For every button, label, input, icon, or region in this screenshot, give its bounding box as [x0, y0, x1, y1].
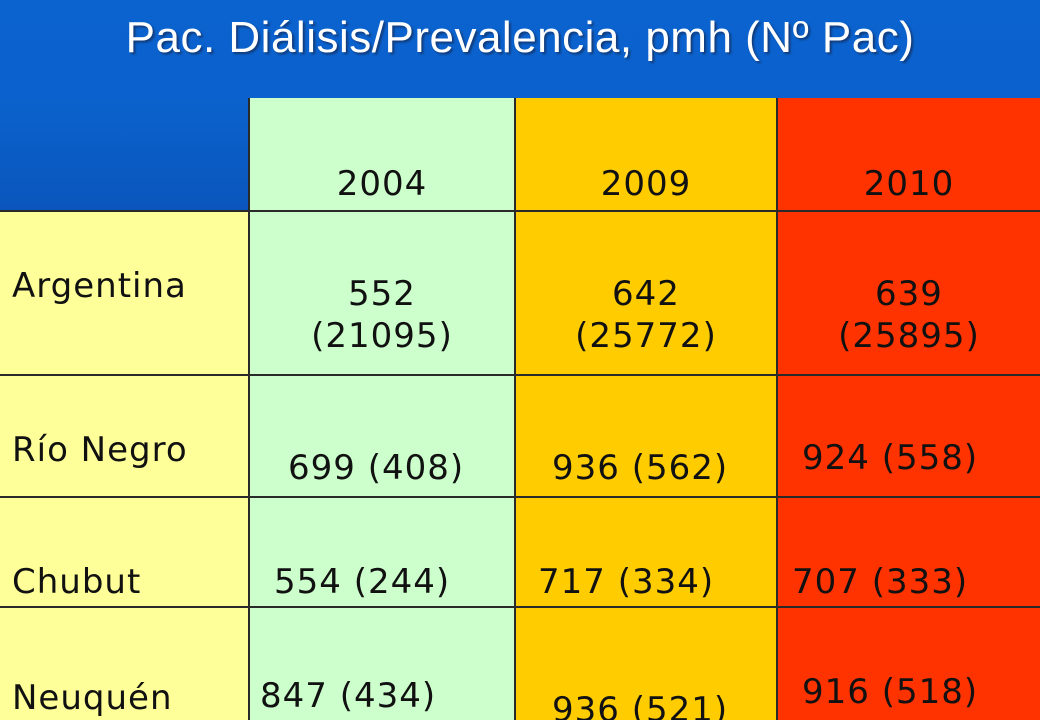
table-cell: 717 (334): [516, 498, 778, 608]
row-label: Neuquén: [12, 678, 173, 718]
header-label: 2004: [336, 164, 428, 204]
row-label: Argentina: [12, 266, 187, 306]
row-label: Río Negro: [12, 430, 188, 470]
cell-value: 699 (408): [288, 448, 465, 488]
table-cell: 639 (25895): [778, 212, 1040, 376]
row-label-cell: Chubut: [0, 498, 250, 608]
cell-count: (25772): [575, 316, 717, 356]
header-label: 2009: [600, 164, 692, 204]
cell-count: (21095): [311, 316, 453, 356]
row-label: Chubut: [12, 562, 142, 602]
cell-value: 707 (333): [792, 562, 969, 602]
cell-value: 554 (244): [274, 562, 451, 602]
data-table: 2004 2009 2010 Argentina 552 (21095) 642…: [0, 98, 1040, 720]
table-cell: 554 (244): [250, 498, 516, 608]
cell-value: 916 (518): [802, 672, 979, 712]
cell-value: 717 (334): [538, 562, 715, 602]
cell-value: 639: [875, 274, 943, 314]
table-cell: 552 (21095): [250, 212, 516, 376]
table-corner-cell: [0, 98, 250, 212]
table-cell: 699 (408): [250, 376, 516, 498]
cell-value: 936 (562): [552, 448, 729, 488]
table-cell: 936 (521): [516, 608, 778, 720]
row-label-cell: Río Negro: [0, 376, 250, 498]
row-label-cell: Argentina: [0, 212, 250, 376]
table-cell: 847 (434): [250, 608, 516, 720]
table-cell: 936 (562): [516, 376, 778, 498]
header-cell-2004: 2004: [250, 98, 516, 212]
row-label-cell: Neuquén: [0, 608, 250, 720]
cell-value: 936 (521): [552, 690, 729, 720]
header-cell-2010: 2010: [778, 98, 1040, 212]
cell-value: 924 (558): [802, 438, 979, 478]
table-cell: 916 (518): [778, 608, 1040, 720]
header-label: 2010: [863, 164, 955, 204]
table-cell: 642 (25772): [516, 212, 778, 376]
cell-count: (25895): [838, 316, 980, 356]
table-cell: 707 (333): [778, 498, 1040, 608]
cell-value: 552: [348, 274, 416, 314]
cell-value: 642: [612, 274, 680, 314]
table-cell: 924 (558): [778, 376, 1040, 498]
header-cell-2009: 2009: [516, 98, 778, 212]
slide-title: Pac. Diálisis/Prevalencia, pmh (Nº Pac): [125, 13, 915, 62]
cell-value: 847 (434): [260, 676, 437, 716]
